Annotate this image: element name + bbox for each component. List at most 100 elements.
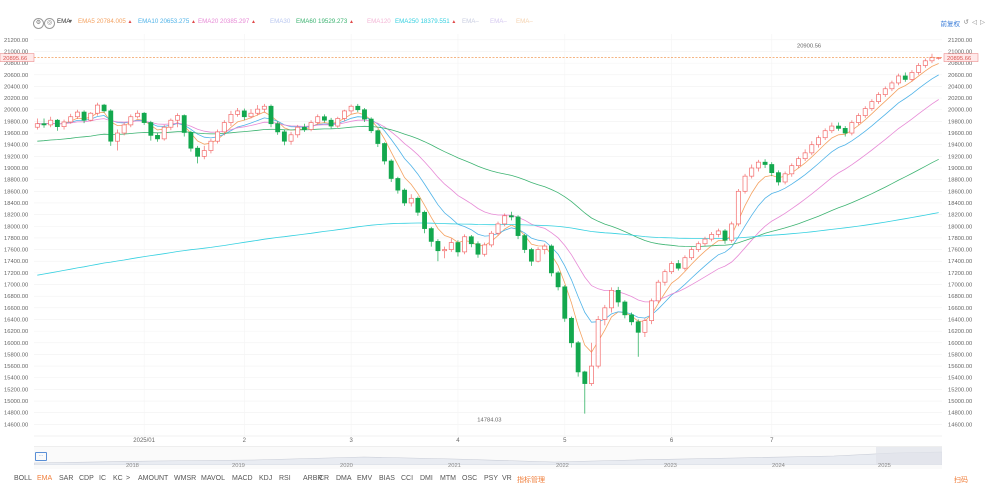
candle[interactable] bbox=[642, 318, 648, 337]
candle[interactable] bbox=[876, 92, 881, 104]
candle[interactable] bbox=[48, 116, 54, 128]
candle[interactable] bbox=[448, 238, 454, 252]
candle[interactable] bbox=[909, 70, 915, 82]
candle[interactable] bbox=[762, 159, 768, 168]
indicator-tab-amount[interactable]: AMOUNT bbox=[138, 475, 169, 482]
legend-item-0[interactable]: EMA5 20784.005 ▲ bbox=[78, 18, 133, 25]
candle[interactable] bbox=[802, 149, 808, 162]
indicator-tab-psy[interactable]: PSY bbox=[484, 475, 499, 482]
candle[interactable] bbox=[916, 63, 922, 75]
candle[interactable] bbox=[322, 114, 327, 123]
indicator-dropdown-icon[interactable]: ▾ bbox=[69, 18, 73, 25]
legend-item-4[interactable]: EMA60 19529.273 ▲ bbox=[296, 18, 354, 25]
candle[interactable] bbox=[776, 170, 781, 186]
candle[interactable] bbox=[689, 247, 695, 261]
candle[interactable] bbox=[822, 128, 828, 141]
candle[interactable] bbox=[148, 120, 154, 141]
settings-icon[interactable]: ⚙ bbox=[33, 18, 44, 29]
candle[interactable] bbox=[295, 124, 301, 138]
indicator-tab-cci[interactable]: CCI bbox=[401, 475, 414, 482]
candle[interactable] bbox=[388, 159, 394, 182]
candle[interactable] bbox=[248, 109, 254, 119]
candle[interactable] bbox=[101, 103, 107, 113]
candle[interactable] bbox=[789, 163, 795, 177]
candle[interactable] bbox=[74, 109, 80, 120]
candle[interactable] bbox=[335, 116, 341, 128]
candle[interactable] bbox=[68, 113, 74, 124]
candle[interactable] bbox=[709, 232, 715, 242]
candle[interactable] bbox=[682, 255, 688, 271]
undo-icon[interactable]: ↺ bbox=[963, 19, 969, 26]
candle[interactable] bbox=[615, 286, 621, 307]
candle[interactable] bbox=[175, 113, 180, 128]
pan-left-icon[interactable]: ◁ bbox=[972, 19, 977, 26]
candle[interactable] bbox=[702, 236, 708, 247]
indicator-tab-dmi[interactable]: DMI bbox=[420, 475, 433, 482]
indicator-tab-rsi[interactable]: RSI bbox=[279, 475, 291, 482]
candle[interactable] bbox=[288, 131, 294, 145]
navigator-menu-icon[interactable]: ··· bbox=[35, 452, 47, 461]
candle[interactable] bbox=[435, 239, 441, 262]
candle[interactable] bbox=[609, 287, 614, 313]
candle[interactable] bbox=[95, 102, 100, 116]
candle[interactable] bbox=[856, 113, 861, 125]
candle[interactable] bbox=[315, 114, 321, 125]
candle[interactable] bbox=[809, 141, 815, 156]
candle[interactable] bbox=[188, 130, 194, 152]
candle[interactable] bbox=[515, 215, 521, 240]
candle[interactable] bbox=[275, 121, 281, 135]
legend-item-7[interactable]: EMA– bbox=[462, 18, 479, 25]
scan-qr-button[interactable]: 扫码 bbox=[954, 477, 968, 484]
legend-item-3[interactable]: EMA30 bbox=[270, 18, 290, 25]
candle[interactable] bbox=[261, 103, 267, 113]
candle[interactable] bbox=[181, 114, 187, 137]
candle[interactable] bbox=[742, 173, 748, 194]
candle[interactable] bbox=[402, 188, 407, 206]
candle[interactable] bbox=[922, 58, 928, 68]
candle[interactable] bbox=[769, 162, 775, 177]
candle[interactable] bbox=[649, 298, 654, 325]
indicator-tab-cr[interactable]: CR bbox=[319, 475, 330, 482]
candle[interactable] bbox=[889, 80, 895, 92]
candle[interactable] bbox=[842, 126, 848, 137]
candle[interactable] bbox=[869, 99, 875, 111]
candle[interactable] bbox=[528, 247, 534, 266]
candle[interactable] bbox=[255, 105, 261, 116]
indicator-tab-next[interactable]: > bbox=[126, 475, 131, 482]
candle[interactable] bbox=[535, 247, 541, 263]
candle[interactable] bbox=[575, 341, 581, 377]
pan-right-icon[interactable]: ▷ bbox=[980, 19, 985, 26]
legend-item-1[interactable]: EMA10 20653.275 ▲ bbox=[138, 18, 196, 25]
indicator-tab-bias[interactable]: BIAS bbox=[379, 475, 395, 482]
candle[interactable] bbox=[368, 117, 374, 134]
candle[interactable] bbox=[115, 129, 120, 151]
candle[interactable] bbox=[54, 119, 60, 131]
indicator-tab-macd[interactable]: MACD bbox=[232, 475, 253, 482]
candle[interactable] bbox=[328, 117, 334, 129]
candle[interactable] bbox=[128, 114, 134, 128]
candle[interactable] bbox=[221, 120, 227, 136]
candle[interactable] bbox=[695, 241, 701, 252]
legend-item-6[interactable]: EMA250 18379.551 ▲ bbox=[395, 18, 456, 25]
candle[interactable] bbox=[929, 53, 935, 64]
candle[interactable] bbox=[121, 122, 127, 136]
candle[interactable] bbox=[468, 235, 474, 248]
candle[interactable] bbox=[215, 129, 221, 144]
candle[interactable] bbox=[88, 112, 94, 122]
indicator-tab-ic[interactable]: IC bbox=[99, 475, 106, 482]
candle[interactable] bbox=[408, 194, 414, 207]
candle[interactable] bbox=[722, 229, 728, 244]
candle[interactable] bbox=[622, 300, 628, 319]
candle[interactable] bbox=[635, 319, 641, 357]
candle[interactable] bbox=[569, 316, 574, 348]
indicator-tab-kc[interactable]: KC bbox=[113, 475, 123, 482]
candle[interactable] bbox=[308, 120, 314, 132]
indicator-tab-osc[interactable]: OSC bbox=[462, 475, 478, 482]
candle[interactable] bbox=[662, 269, 668, 286]
indicator-tab-manage[interactable]: 指标管理 bbox=[517, 477, 545, 484]
candle[interactable] bbox=[268, 104, 274, 128]
indicator-tab-emv[interactable]: EMV bbox=[357, 475, 373, 482]
candle[interactable] bbox=[455, 240, 461, 257]
legend-item-9[interactable]: EMA– bbox=[516, 18, 533, 25]
